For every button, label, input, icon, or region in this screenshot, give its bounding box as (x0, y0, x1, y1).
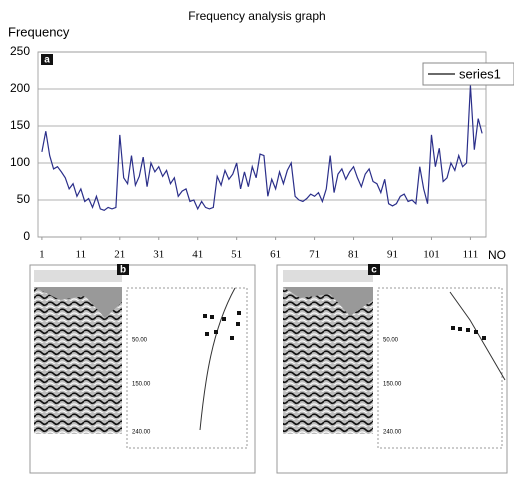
y-tick-label: 100 (10, 155, 30, 169)
x-tick-label: 91 (387, 249, 398, 261)
panel-label-box (117, 264, 129, 275)
panel-label-box (41, 54, 53, 65)
chart-title: Frequency analysis graph (188, 9, 325, 23)
picks (451, 326, 486, 340)
x-tick-label: 21 (114, 249, 125, 261)
depth-label: 150.00 (383, 382, 402, 388)
seismic-top (283, 287, 373, 316)
panel-label: c (371, 265, 377, 276)
y-axis-label: Frequency (8, 24, 70, 39)
velocity-panel (377, 287, 503, 449)
x-tick-label: 1 (39, 249, 45, 261)
x-tick-label: 71 (309, 249, 320, 261)
panel-b: b 50.00 150.00 240.00 (29, 264, 256, 474)
seismic-top (34, 287, 122, 318)
velocity-curve (199, 287, 236, 431)
panel-label-box (368, 264, 380, 275)
panel-header (283, 270, 373, 282)
panel-header (34, 270, 122, 282)
legend-label: series1 (459, 66, 501, 81)
velocity-panel (126, 287, 248, 449)
picks (203, 311, 241, 340)
x-tick-label: 31 (153, 249, 164, 261)
x-tick-label: 101 (423, 249, 440, 261)
panel-label: b (120, 265, 126, 276)
x-axis-label: NO (488, 248, 506, 262)
depth-label: 50.00 (132, 338, 148, 344)
panel-label: a (44, 55, 50, 66)
depth-label: 240.00 (383, 430, 402, 436)
legend-box (422, 62, 514, 86)
panel-c: c 50.00 150.00 240.00 (276, 264, 508, 474)
x-tick-label: 11 (76, 249, 87, 261)
depth-label: 150.00 (132, 382, 151, 388)
velocity-curve (449, 291, 506, 381)
series-line (41, 85, 483, 212)
y-tick-label: 150 (10, 118, 30, 132)
depth-label: 50.00 (383, 338, 399, 344)
x-tick-label: 61 (270, 249, 281, 261)
x-tick-label: 81 (348, 249, 359, 261)
x-tick-label: 51 (231, 249, 242, 261)
x-tick-label: 41 (192, 249, 203, 261)
y-tick-label: 50 (17, 192, 31, 206)
depth-label: 240.00 (132, 430, 151, 436)
y-tick-label: 200 (10, 81, 30, 95)
x-tick-label: 111 (463, 249, 479, 261)
y-tick-label: 250 (10, 44, 30, 58)
seismic-image (283, 287, 373, 434)
y-tick-label: 0 (23, 229, 30, 243)
